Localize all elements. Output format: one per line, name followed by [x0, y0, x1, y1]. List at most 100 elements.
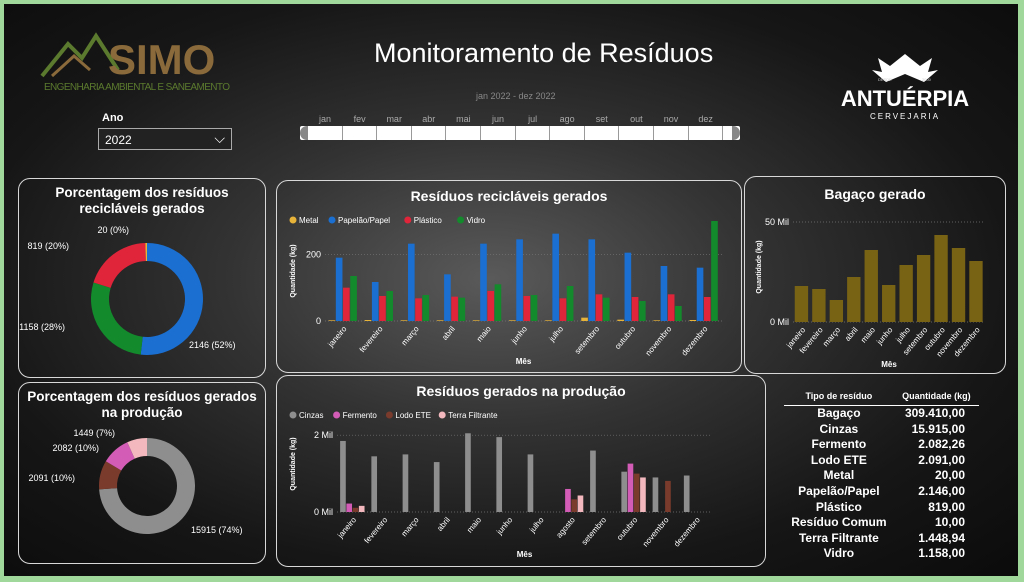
table-row: Fermento 2.082,26 — [784, 437, 979, 453]
bar — [408, 243, 415, 321]
year-dropdown-value: 2022 — [105, 133, 132, 147]
bar — [899, 265, 913, 322]
bar — [566, 286, 574, 321]
bar — [523, 296, 531, 321]
timeline-month-fev[interactable]: fev — [353, 114, 366, 124]
timeline-cell[interactable] — [412, 126, 447, 140]
x-tick-label: dezembro — [680, 324, 710, 357]
legend-marker — [289, 216, 297, 224]
year-filter-label: Ano — [102, 112, 124, 124]
timeline-cell[interactable] — [308, 126, 343, 140]
bar — [444, 274, 451, 321]
page-title: Monitoramento de Resíduos — [374, 38, 714, 68]
recyclables-bar-title: Resíduos recicláveis gerados — [410, 188, 608, 204]
x-tick-label: abril — [435, 515, 452, 533]
timeline-month-jun[interactable]: jun — [491, 114, 504, 124]
table-row: Vidro 1.158,00 — [784, 546, 979, 562]
timeline-start-handle[interactable] — [300, 126, 308, 140]
timeline-month-jan[interactable]: jan — [318, 114, 331, 124]
timeline-cell[interactable] — [689, 126, 724, 140]
summary-quantity-cell: 2.146,00 — [918, 483, 965, 498]
x-tick-label: setembro — [580, 515, 609, 547]
x-axis-label: Mês — [517, 550, 533, 559]
bar — [340, 440, 346, 512]
recyclables-donut-chart: 2146 (52%) 1158 (28%) 819 (20%) 20 (0%) — [19, 225, 236, 355]
bagaco-bar-title: Bagaço gerado — [824, 186, 926, 202]
bar — [458, 297, 466, 321]
bar — [631, 297, 639, 321]
bar — [545, 320, 552, 321]
x-tick-label: janeiro — [326, 324, 349, 349]
summary-type-cell: Plástico — [815, 499, 862, 514]
bar — [516, 239, 523, 321]
year-dropdown[interactable]: 2022 ⌵ — [98, 128, 232, 150]
legend-marker — [333, 411, 341, 419]
bar — [552, 233, 559, 321]
timeline-month-abr[interactable]: abr — [422, 114, 436, 124]
timeline-cell[interactable] — [446, 126, 481, 140]
bar — [633, 473, 640, 512]
bar — [590, 450, 596, 512]
timeline-month-jul[interactable]: jul — [528, 114, 538, 124]
timeline-month-dez[interactable]: dez — [698, 114, 713, 124]
bar — [624, 252, 632, 321]
bar — [496, 437, 503, 512]
summary-type-cell: Cinzas — [819, 421, 859, 436]
timeline-slider[interactable] — [300, 126, 740, 140]
timeline-month-ago[interactable]: ago — [559, 114, 575, 124]
bar — [581, 317, 588, 321]
timeline-month-out[interactable]: out — [630, 114, 643, 124]
x-tick-label: maio — [475, 324, 493, 343]
legend-label: Metal — [299, 216, 319, 225]
bar — [621, 471, 628, 512]
timeline-cell[interactable] — [585, 126, 620, 140]
timeline-month-mai[interactable]: mai — [456, 114, 471, 124]
timeline-cell[interactable] — [343, 126, 378, 140]
donut-slice-label: 2091 (10%) — [28, 473, 75, 483]
summary-quantity-cell: 2.091,00 — [918, 452, 965, 467]
timeline-cell[interactable] — [550, 126, 585, 140]
summary-header-quantity: Quantidade (kg) — [893, 389, 979, 406]
summary-type-cell: Papelão/Papel — [798, 483, 880, 498]
table-row: Papelão/Papel 2.146,00 — [784, 484, 979, 500]
summary-type-cell: Terra Filtrante — [798, 530, 879, 545]
timeline-cell[interactable] — [654, 126, 689, 140]
timeline-cell[interactable] — [619, 126, 654, 140]
bar — [480, 243, 487, 321]
bar — [451, 296, 458, 321]
bar — [595, 294, 603, 321]
bar — [969, 261, 983, 322]
recyclables-bar-chart: Metal Papelão/Papel Plástico Vidro 0 200 Quant… — [289, 216, 722, 366]
bar — [696, 267, 704, 321]
bar — [864, 250, 878, 322]
simo-logo: SIMO ENGENHARIA AMBIENTAL E SANEAMENTO — [38, 30, 238, 96]
timeline-month-set[interactable]: set — [595, 114, 608, 124]
legend-marker — [385, 411, 393, 419]
bar — [652, 477, 659, 512]
x-tick-label: agosto — [555, 515, 578, 540]
donut-slice-label: 1158 (28%) — [19, 322, 65, 332]
y-tick-label: 0 Mil — [770, 317, 789, 327]
summary-type-cell: Resíduo Comum — [791, 515, 887, 530]
bar — [346, 503, 353, 512]
timeline-end-handle[interactable] — [732, 126, 740, 140]
antuerpia-logo: DESDE 2000 ANTUÉRPIA CERVEJARIA — [830, 52, 980, 130]
x-tick-label: novembro — [644, 324, 674, 357]
bar — [335, 257, 343, 321]
timeline-month-nov[interactable]: nov — [663, 114, 679, 124]
timeline-cell[interactable] — [481, 126, 516, 140]
bar — [638, 301, 646, 321]
bar — [577, 495, 584, 512]
dashboard: SIMO ENGENHARIA AMBIENTAL E SANEAMENTO M… — [4, 4, 1018, 576]
bar — [683, 475, 690, 512]
bagaco-bar-panel: Bagaço gerado 0 Mil 50 Mil Quantidade (kg)… — [744, 176, 1006, 374]
timeline-cell[interactable] — [516, 126, 551, 140]
timeline-cell[interactable] — [377, 126, 412, 140]
legend-label: Papelão/Papel — [338, 216, 390, 225]
timeline-range-label: jan 2022 - dez 2022 — [476, 91, 556, 101]
table-row: Cinzas 15.915,00 — [784, 422, 979, 438]
timeline-month-mar[interactable]: mar — [386, 114, 402, 124]
x-tick-label: janeiro — [335, 515, 358, 540]
x-tick-label: maio — [859, 325, 877, 344]
donut-slice — [99, 461, 122, 490]
